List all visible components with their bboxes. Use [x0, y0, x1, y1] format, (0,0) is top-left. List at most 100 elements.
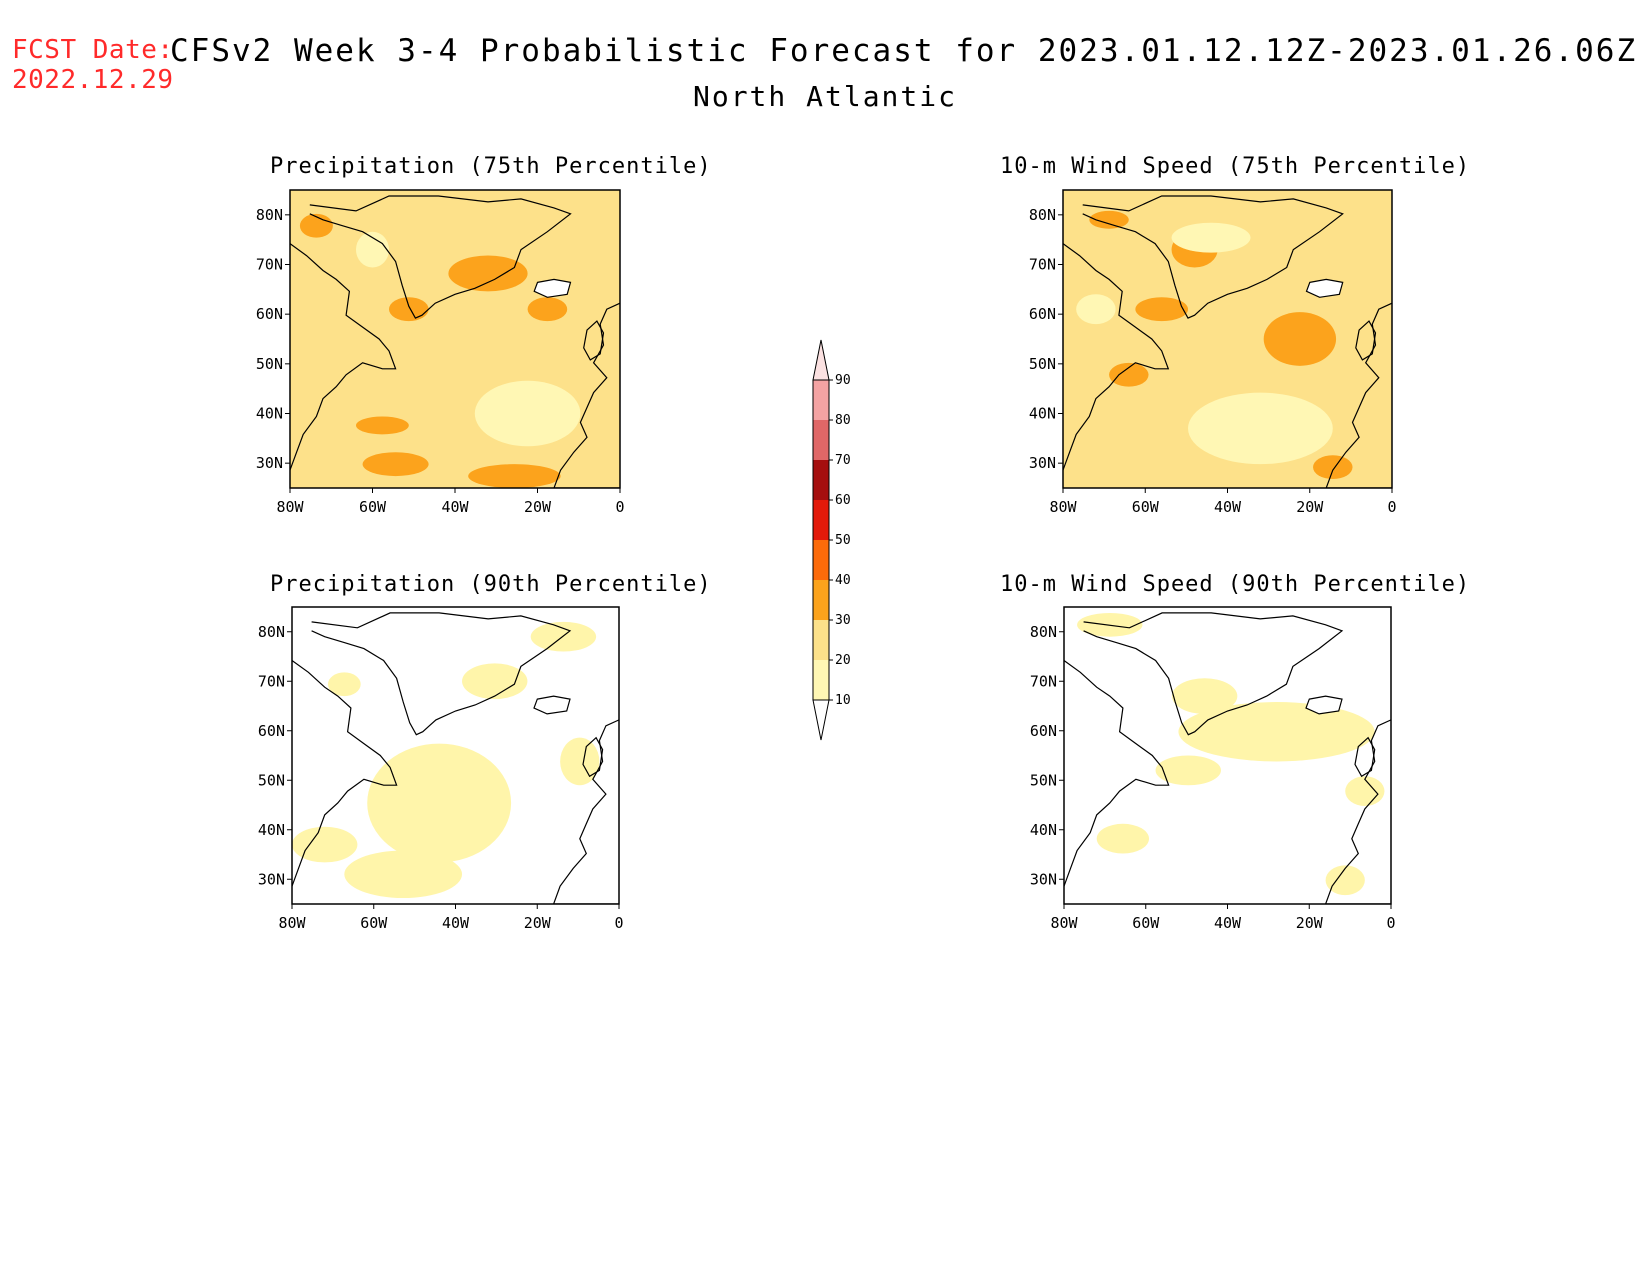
lat-tick-label: 50N	[256, 355, 283, 373]
map-panel-wind-90: 80W 60W 40W 20W 0 80N 70N 60N 50N 40N 30N	[1030, 606, 1396, 932]
probability-contour	[356, 416, 409, 435]
lat-tick-label: 60N	[1029, 305, 1056, 323]
lat-tick-label: 70N	[1029, 256, 1056, 274]
north-america-coastline	[292, 660, 398, 887]
colorbar-swatch	[813, 620, 829, 660]
lat-tick-label: 30N	[256, 454, 283, 472]
iceland-coastline	[1305, 278, 1344, 298]
colorbar-swatch	[813, 460, 829, 500]
colorbar-swatch	[813, 580, 829, 620]
lon-tick-label: 20W	[524, 914, 552, 932]
iceland-coastline	[533, 695, 571, 715]
map-panel-wind-75: 80W 60W 40W 20W 0 80N 70N 60N 50N 40N 30N	[1029, 189, 1397, 516]
lat-tick-label: 40N	[1030, 821, 1057, 839]
lat-tick-label: 30N	[258, 870, 285, 888]
probability-contour	[530, 621, 597, 652]
lat-tick-label: 50N	[1030, 771, 1057, 789]
probability-contour	[1188, 392, 1333, 465]
colorbar-label: 20	[835, 653, 851, 668]
lat-tick-label: 40N	[256, 405, 283, 423]
probability-contour	[356, 231, 389, 268]
colorbar: 10 20 30 40 50 60 70 80 90	[812, 339, 851, 741]
colorbar-label: 80	[835, 413, 851, 428]
lat-tick-label: 80N	[256, 206, 283, 224]
greenland-coastline	[309, 195, 572, 319]
fcst-date-label: FCST Date:	[12, 35, 174, 65]
colorbar-swatch	[813, 660, 829, 700]
probability-contour	[474, 380, 581, 447]
lat-tick-label: 80N	[1030, 623, 1057, 641]
lat-tick-label: 40N	[258, 821, 285, 839]
probability-contour	[1155, 755, 1221, 786]
lon-tick-label: 20W	[524, 498, 552, 516]
colorbar-swatch	[813, 420, 829, 460]
colorbar-swatch	[813, 380, 829, 420]
lat-tick-label: 30N	[1029, 454, 1056, 472]
probability-contour	[292, 826, 358, 863]
probability-contour	[527, 297, 568, 322]
probability-contour	[1263, 312, 1337, 366]
lat-tick-label: 50N	[1029, 355, 1056, 373]
lon-tick-label: 40W	[441, 498, 469, 516]
north-america-coastline	[1064, 660, 1170, 887]
lon-tick-label: 20W	[1296, 914, 1324, 932]
probability-contour	[1171, 678, 1238, 714]
probability-contour	[462, 663, 528, 700]
lon-tick-label: 20W	[1296, 498, 1324, 516]
region-title: North Atlantic	[692, 80, 957, 113]
colorbar-label: 60	[835, 493, 851, 508]
lat-tick-label: 70N	[1030, 672, 1057, 690]
lon-tick-label: 40W	[442, 914, 470, 932]
lon-tick-label: 0	[1387, 498, 1396, 516]
probability-contour	[560, 737, 600, 786]
probability-contour	[468, 464, 561, 488]
probability-contour	[367, 743, 512, 863]
probability-contour	[1089, 210, 1129, 229]
lon-tick-label: 60W	[1132, 914, 1160, 932]
probability-contour	[1096, 823, 1150, 854]
lon-tick-label: 80W	[1049, 498, 1077, 516]
lat-tick-label: 70N	[258, 672, 285, 690]
probability-contour	[1345, 776, 1385, 806]
greenland-coastline	[311, 612, 572, 736]
panel-title-precip-90: Precipitation (90th Percentile)	[270, 572, 712, 597]
probability-contour	[1135, 297, 1189, 322]
lat-tick-label: 70N	[256, 256, 283, 274]
lon-tick-label: 40W	[1214, 498, 1242, 516]
colorbar-label: 10	[835, 693, 851, 708]
probability-contour	[1178, 702, 1375, 762]
lat-tick-label: 80N	[258, 623, 285, 641]
britain-coastline	[583, 320, 605, 361]
lat-tick-label: 50N	[258, 771, 285, 789]
lat-tick-label: 60N	[258, 722, 285, 740]
probability-contour	[389, 297, 429, 322]
lon-tick-label: 60W	[360, 914, 388, 932]
lon-tick-label: 60W	[1132, 498, 1160, 516]
probability-contour	[327, 672, 361, 697]
lat-tick-label: 80N	[1029, 206, 1056, 224]
lon-tick-label: 0	[615, 498, 624, 516]
iceland-coastline	[1305, 695, 1343, 715]
lon-tick-label: 80W	[1050, 914, 1078, 932]
colorbar-label: 40	[835, 573, 851, 588]
lon-tick-label: 40W	[1214, 914, 1242, 932]
colorbar-swatch	[813, 540, 829, 580]
colorbar-top-arrow	[812, 339, 830, 381]
greenland-coastline	[1082, 195, 1344, 319]
probability-contour	[448, 255, 528, 292]
map-background	[290, 190, 620, 488]
colorbar-label: 50	[835, 533, 851, 548]
britain-coastline	[1354, 736, 1376, 778]
colorbar-label: 90	[835, 373, 851, 388]
lon-tick-label: 80W	[278, 914, 306, 932]
probability-contour	[1313, 455, 1353, 480]
lat-tick-label: 60N	[1030, 722, 1057, 740]
colorbar-label: 30	[835, 613, 851, 628]
colorbar-label: 70	[835, 453, 851, 468]
probability-contour	[344, 850, 463, 899]
lat-tick-label: 40N	[1029, 405, 1056, 423]
britain-coastline	[1355, 320, 1377, 361]
probability-contour	[1171, 222, 1251, 253]
lon-tick-label: 60W	[359, 498, 387, 516]
